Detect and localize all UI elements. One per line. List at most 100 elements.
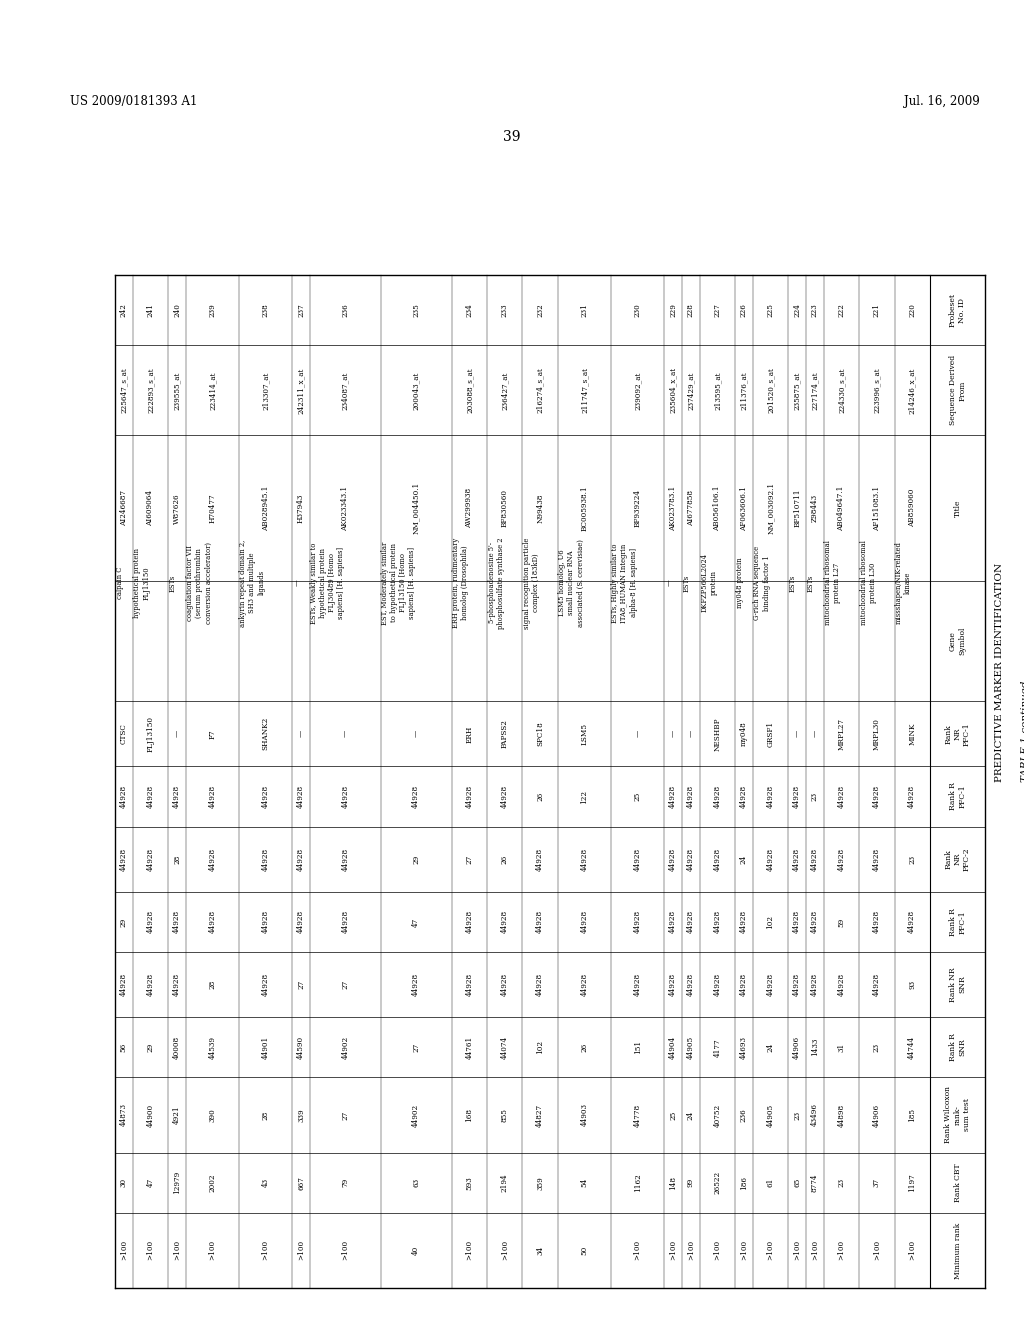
Text: >100: >100 — [341, 1241, 349, 1261]
Text: 240: 240 — [173, 304, 181, 317]
Text: 44928: 44928 — [767, 785, 774, 808]
Text: 40752: 40752 — [714, 1104, 721, 1126]
Text: Z98443: Z98443 — [811, 494, 819, 523]
Text: AI246687: AI246687 — [120, 490, 128, 527]
Text: AF151083.1: AF151083.1 — [872, 486, 881, 531]
Text: 234087_at: 234087_at — [341, 371, 349, 409]
Text: Rank
NR
PFC-1: Rank NR PFC-1 — [944, 722, 971, 746]
Text: AK023343.1: AK023343.1 — [341, 486, 349, 531]
Text: Gene
Symbol: Gene Symbol — [949, 627, 966, 655]
Text: 223414_at: 223414_at — [209, 371, 216, 409]
Text: GRSF1: GRSF1 — [767, 721, 774, 747]
Text: 241: 241 — [146, 304, 155, 317]
Text: 242311_x_at: 242311_x_at — [297, 367, 305, 413]
Text: 223: 223 — [811, 304, 819, 317]
Text: >100: >100 — [465, 1241, 473, 1261]
Text: 855: 855 — [501, 1107, 509, 1122]
Text: 44905: 44905 — [767, 1104, 774, 1126]
Text: AI609064: AI609064 — [146, 490, 155, 527]
Text: 44906: 44906 — [872, 1104, 881, 1126]
Text: 168: 168 — [465, 1107, 473, 1122]
Text: 211376_at: 211376_at — [740, 371, 748, 409]
Text: mitochondrial ribosomal
protein L30: mitochondrial ribosomal protein L30 — [859, 540, 877, 626]
Text: >100: >100 — [714, 1241, 721, 1261]
Text: 44590: 44590 — [297, 1036, 305, 1059]
Text: 232: 232 — [537, 304, 544, 317]
Text: Jul. 16, 2009: Jul. 16, 2009 — [904, 95, 980, 108]
Text: 44905: 44905 — [687, 1036, 695, 1059]
Text: 44928: 44928 — [341, 847, 349, 871]
Text: 44928: 44928 — [794, 847, 801, 871]
Text: 242: 242 — [120, 304, 128, 317]
Text: 47: 47 — [413, 917, 420, 927]
Text: 23: 23 — [908, 854, 916, 863]
Text: —: — — [173, 730, 181, 738]
Text: >100: >100 — [687, 1241, 695, 1261]
Text: 43: 43 — [261, 1179, 269, 1187]
Text: ESTs: ESTs — [790, 574, 797, 591]
Text: 28: 28 — [261, 1110, 269, 1119]
Text: 185: 185 — [908, 1107, 916, 1122]
Text: 44928: 44928 — [146, 911, 155, 933]
Text: >100: >100 — [209, 1241, 216, 1261]
Text: 44928: 44928 — [297, 785, 305, 808]
Text: 28: 28 — [173, 854, 181, 863]
Text: Probeset
No. ID: Probeset No. ID — [949, 293, 966, 327]
Text: 224330_s_at: 224330_s_at — [838, 367, 846, 413]
Text: 236: 236 — [740, 1107, 748, 1122]
Text: 44928: 44928 — [811, 847, 819, 871]
Text: ESTs: ESTs — [683, 574, 691, 591]
Text: Rank R
SNR: Rank R SNR — [949, 1034, 966, 1061]
Text: 44539: 44539 — [209, 1036, 216, 1059]
Text: Rank Wilcoxon
rank-
sum test: Rank Wilcoxon rank- sum test — [944, 1086, 971, 1143]
Text: 236: 236 — [341, 304, 349, 317]
Text: 44928: 44928 — [872, 911, 881, 933]
Text: 44928: 44928 — [687, 973, 695, 997]
Text: >100: >100 — [908, 1241, 916, 1261]
Text: 216274_s_at: 216274_s_at — [537, 367, 544, 413]
Text: >100: >100 — [120, 1241, 128, 1261]
Text: LSM5 homolog, U6
small nuclear RNA
associated (S. cerevisiae): LSM5 homolog, U6 small nuclear RNA assoc… — [558, 539, 585, 627]
Text: 44928: 44928 — [537, 847, 544, 871]
Text: 93: 93 — [908, 979, 916, 989]
Text: signal recognition particle
complex (183kD): signal recognition particle complex (183… — [523, 537, 541, 628]
Text: 44693: 44693 — [740, 1036, 748, 1059]
Text: 79: 79 — [341, 1177, 349, 1187]
Text: 40: 40 — [413, 1246, 420, 1255]
Text: Rank R
PFC-1: Rank R PFC-1 — [949, 908, 966, 936]
Text: 122: 122 — [581, 789, 589, 804]
Text: 235604_x_at: 235604_x_at — [669, 367, 677, 413]
Text: 23: 23 — [811, 792, 819, 801]
Text: —: — — [687, 730, 695, 738]
Text: N99438: N99438 — [537, 494, 544, 523]
Text: >100: >100 — [838, 1241, 846, 1261]
Text: —: — — [413, 730, 420, 738]
Text: 44928: 44928 — [146, 847, 155, 871]
Text: 44901: 44901 — [261, 1036, 269, 1059]
Text: 27: 27 — [341, 979, 349, 989]
Text: 44928: 44928 — [413, 973, 420, 997]
Text: 227174_at: 227174_at — [811, 371, 819, 409]
Text: 237: 237 — [297, 304, 305, 317]
Text: 225: 225 — [767, 304, 774, 317]
Text: 229: 229 — [669, 304, 677, 317]
Text: NM_003092.1: NM_003092.1 — [767, 482, 774, 535]
Text: 1197: 1197 — [908, 1173, 916, 1192]
Text: 56: 56 — [120, 1043, 128, 1052]
Text: 44928: 44928 — [872, 847, 881, 871]
Text: 44928: 44928 — [714, 973, 721, 997]
Text: 44928: 44928 — [687, 847, 695, 871]
Text: 44928: 44928 — [120, 847, 128, 871]
Text: 5-phosphoadenosine 5'-
phosphosulfate synthase 2: 5-phosphoadenosine 5'- phosphosulfate sy… — [487, 537, 505, 628]
Text: ESTs, Highly similar to
ITA8_HUMAN Integrin
alpha-8 [H. sapiens]: ESTs, Highly similar to ITA8_HUMAN Integ… — [611, 543, 638, 623]
Text: Rank CBT: Rank CBT — [953, 1163, 962, 1203]
Text: 40008: 40008 — [173, 1036, 181, 1059]
Text: >100: >100 — [634, 1241, 642, 1261]
Text: 223996_s_at: 223996_s_at — [872, 367, 881, 413]
Text: Minimum rank: Minimum rank — [953, 1222, 962, 1279]
Text: 27: 27 — [341, 1110, 349, 1119]
Text: 44903: 44903 — [581, 1104, 589, 1126]
Text: calpain C: calpain C — [116, 566, 124, 599]
Text: 201520_s_at: 201520_s_at — [767, 367, 774, 413]
Text: 44928: 44928 — [537, 911, 544, 933]
